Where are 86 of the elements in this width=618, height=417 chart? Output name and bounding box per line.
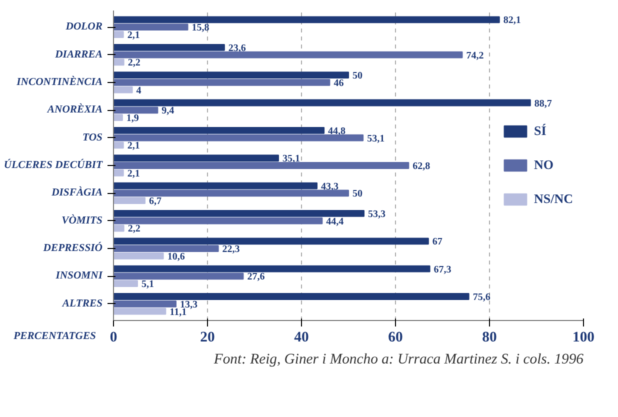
bar [114,162,410,169]
text: Font: Reig, Giner i Moncho a: Urraca Martinez S. i cols. 1996 [212,352,584,368]
bar [114,134,364,142]
data-label: 67 [432,236,442,248]
bar [114,126,325,134]
x-tick-label: 20 [200,330,215,346]
x-tick-label: 0 [110,330,118,346]
data-label: 2,1 [127,168,140,180]
legend-label: NO [534,157,554,173]
data-label: 67,3 [434,264,452,276]
bar [114,44,225,51]
data-label: 2,2 [128,58,140,69]
data-label: 75,6 [472,292,490,304]
bar [114,16,500,24]
data-label: 27,6 [247,272,265,283]
data-label: 53,3 [368,208,386,220]
legend-label: SÍ [534,123,548,139]
y-tick-label: DISFÀGIA [50,186,103,199]
data-label: 46 [334,78,344,89]
bar [114,210,365,217]
x-axis-title: PERCENTATGES [14,330,96,344]
y-tick-label: TOS [82,132,103,144]
data-label: 22,3 [222,244,240,256]
data-label: 82,1 [503,15,521,26]
data-label: 4 [136,85,142,96]
bar [114,51,463,58]
x-tick-label: 60 [388,330,403,346]
bar [114,224,124,232]
bar [114,24,188,31]
y-tick-label: DEPRESSIÓ [42,241,103,254]
data-label: 6,7 [148,196,162,208]
x-tick-label: 80 [482,330,497,346]
bar [114,114,123,121]
data-label: 5,1 [141,279,154,290]
bar [114,86,133,94]
bar [114,99,531,106]
data-label: 9,4 [162,106,174,117]
y-tick-label: INSOMNI [54,270,104,282]
y-tick-label: ANORÈXIA [46,102,102,116]
bar [114,79,330,86]
data-label: 2,2 [128,224,140,235]
bar [114,238,429,245]
data-label: 15,8 [192,22,210,34]
data-label: 44,8 [328,126,346,137]
y-tick-label: DOLOR [64,22,103,33]
bar [114,182,318,190]
bar [114,308,166,315]
data-label: 35,1 [282,154,300,165]
bar [114,197,146,204]
bar [114,142,124,149]
bar [114,72,349,79]
y-tick-label: ÚLCERES DECÚBIT [4,158,103,171]
bar [114,217,323,224]
x-tick-label: 100 [572,330,594,346]
data-label: 50 [352,188,362,200]
data-label: 62,8 [412,161,430,172]
bar [114,252,164,260]
data-label: 23,6 [228,42,246,54]
bar [114,106,158,114]
bar [114,293,470,300]
data-label: 43,3 [321,181,339,192]
data-label: 74,2 [466,50,484,62]
bar [114,154,279,162]
bar [114,58,124,66]
y-tick-label: ALTRES [61,298,103,310]
bar [114,190,349,197]
data-label: 88,7 [534,98,552,110]
data-label: 10,6 [167,251,185,262]
y-tick-label: VÒMITS [62,213,103,226]
data-label: 50 [352,70,362,82]
data-label: 53,1 [367,133,385,144]
data-label: 2,1 [127,140,140,152]
bar [114,280,138,288]
y-tick-label: DIARREA [54,49,103,60]
y-tick-label: INCONTINÈNCIA [16,74,102,88]
data-label: 1,9 [126,113,139,124]
bar [114,272,244,280]
bar [114,169,124,176]
bar [114,245,219,252]
x-tick-label: 40 [294,330,309,346]
bar [114,31,124,38]
data-label: 2,1 [127,30,140,41]
data-label: 44,4 [326,216,344,228]
bar [114,300,177,308]
bar [114,265,430,272]
legend-label: NS/NC [534,191,573,207]
